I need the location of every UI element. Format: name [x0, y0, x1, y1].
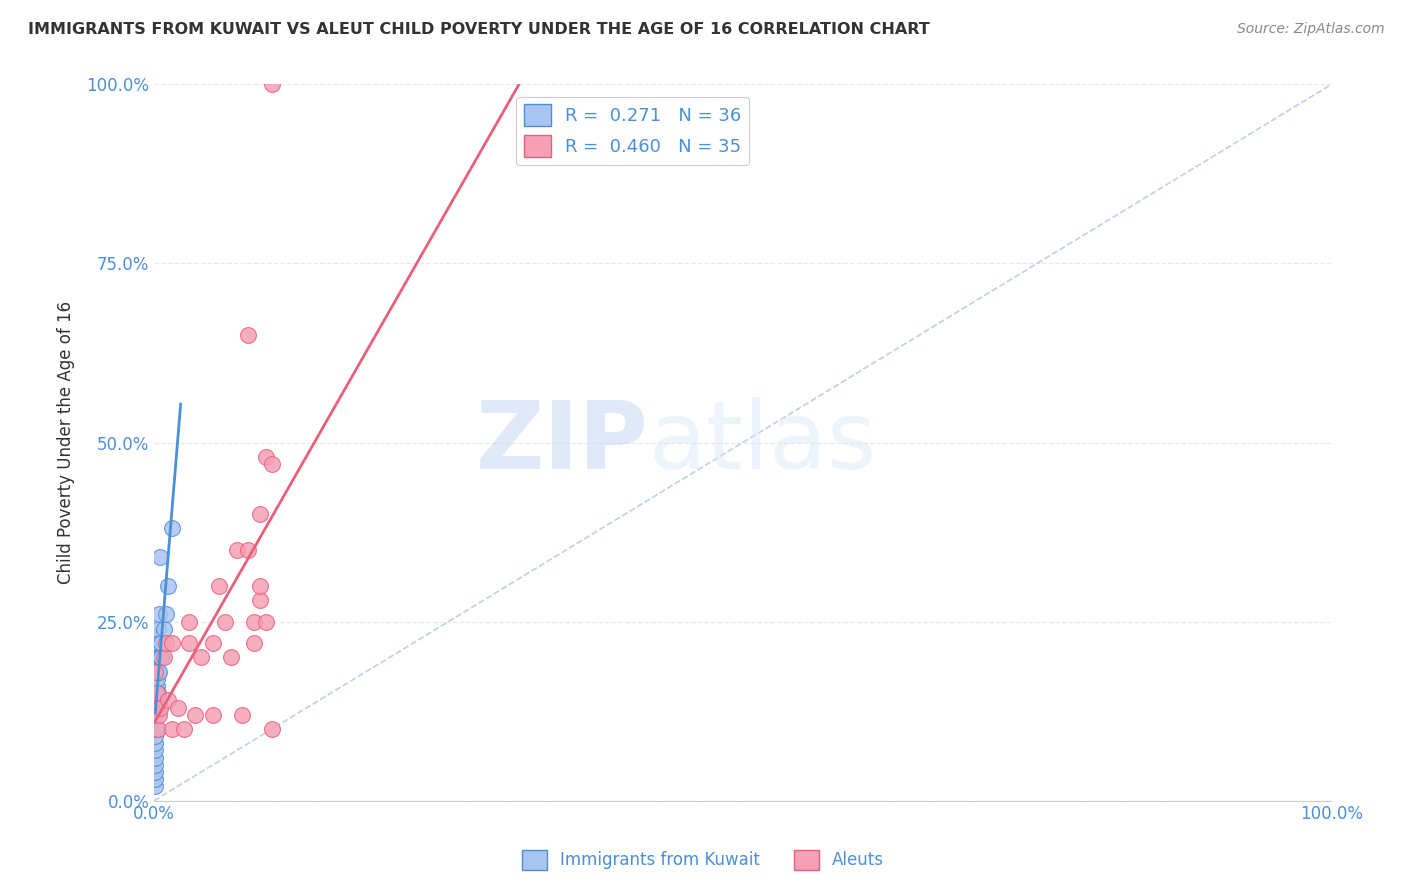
Point	[143, 729, 166, 743]
Point	[260, 722, 283, 736]
Point	[146, 722, 169, 736]
Point	[143, 736, 166, 750]
Point	[260, 457, 283, 471]
Point	[225, 543, 247, 558]
Point	[254, 450, 277, 464]
Point	[243, 615, 266, 629]
Point	[179, 615, 201, 629]
Point	[145, 665, 167, 679]
Point	[243, 636, 266, 650]
Point	[155, 607, 177, 622]
Point	[190, 650, 212, 665]
Point	[145, 679, 167, 693]
Point	[160, 722, 183, 736]
Point	[160, 521, 183, 535]
Point	[155, 636, 177, 650]
Point	[202, 707, 225, 722]
Point	[149, 650, 172, 665]
Point	[202, 636, 225, 650]
Point	[146, 665, 169, 679]
Point	[148, 665, 170, 679]
Legend: R =  0.271   N = 36, R =  0.460   N = 35: R = 0.271 N = 36, R = 0.460 N = 35	[516, 97, 748, 165]
Point	[145, 636, 167, 650]
Point	[143, 665, 166, 679]
Point	[173, 722, 195, 736]
Y-axis label: Child Poverty Under the Age of 16: Child Poverty Under the Age of 16	[58, 301, 75, 584]
Point	[231, 707, 253, 722]
Point	[160, 636, 183, 650]
Point	[152, 622, 174, 636]
Point	[260, 78, 283, 92]
Point	[145, 700, 167, 714]
Point	[148, 650, 170, 665]
Point	[150, 650, 173, 665]
Point	[143, 707, 166, 722]
Point	[238, 328, 260, 343]
Point	[143, 779, 166, 793]
Point	[214, 615, 236, 629]
Text: ZIP: ZIP	[475, 397, 648, 489]
Point	[145, 629, 167, 643]
Point	[149, 550, 172, 565]
Point	[143, 722, 166, 736]
Text: Source: ZipAtlas.com: Source: ZipAtlas.com	[1237, 22, 1385, 37]
Point	[254, 615, 277, 629]
Point	[208, 579, 231, 593]
Point	[157, 693, 180, 707]
Point	[143, 743, 166, 757]
Point	[157, 579, 180, 593]
Point	[184, 707, 207, 722]
Point	[249, 579, 271, 593]
Point	[179, 636, 201, 650]
Point	[143, 764, 166, 779]
Point	[148, 707, 170, 722]
Point	[143, 772, 166, 786]
Point	[146, 650, 169, 665]
Point	[146, 686, 169, 700]
Point	[166, 700, 188, 714]
Point	[219, 650, 242, 665]
Point	[145, 650, 167, 665]
Point	[145, 722, 167, 736]
Point	[143, 757, 166, 772]
Point	[152, 650, 174, 665]
Point	[145, 636, 167, 650]
Point	[146, 622, 169, 636]
Point	[143, 750, 166, 764]
Point	[148, 607, 170, 622]
Text: IMMIGRANTS FROM KUWAIT VS ALEUT CHILD POVERTY UNDER THE AGE OF 16 CORRELATION CH: IMMIGRANTS FROM KUWAIT VS ALEUT CHILD PO…	[28, 22, 929, 37]
Point	[238, 543, 260, 558]
Point	[145, 672, 167, 686]
Legend: Immigrants from Kuwait, Aleuts: Immigrants from Kuwait, Aleuts	[516, 843, 890, 877]
Point	[149, 700, 172, 714]
Text: atlas: atlas	[648, 397, 877, 489]
Point	[146, 636, 169, 650]
Point	[145, 686, 167, 700]
Point	[249, 593, 271, 607]
Point	[145, 686, 167, 700]
Point	[249, 507, 271, 521]
Point	[150, 636, 173, 650]
